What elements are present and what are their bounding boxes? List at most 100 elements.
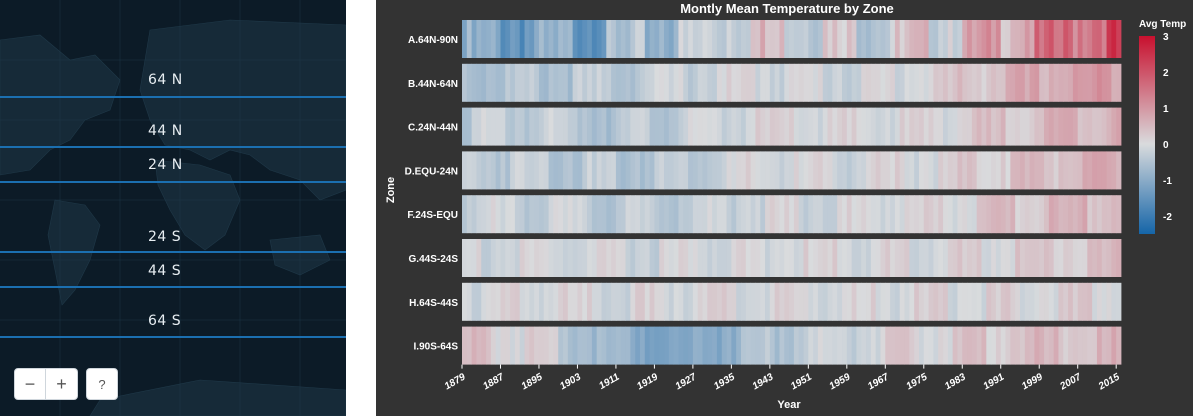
heatmap-row-5 bbox=[462, 239, 1122, 277]
heatmap-cell bbox=[813, 282, 819, 321]
heatmap-cell bbox=[668, 63, 675, 102]
heatmap-cell bbox=[952, 151, 958, 190]
heatmap-cell bbox=[923, 20, 929, 58]
heatmap-cell bbox=[798, 195, 804, 234]
heatmap-cell bbox=[1029, 107, 1035, 146]
heatmap-cell bbox=[760, 195, 766, 234]
heatmap-cell bbox=[1039, 239, 1045, 277]
year-tick-label: 1879 bbox=[443, 371, 468, 392]
heatmap-cell bbox=[731, 151, 737, 190]
heatmap-cell bbox=[928, 107, 934, 146]
heatmap-cell bbox=[784, 107, 790, 146]
heatmap-cell bbox=[822, 151, 828, 190]
map-panel[interactable]: 64 N 44 N 24 N 24 S 44 S 64 S − + ? bbox=[0, 0, 346, 416]
heatmap-cell bbox=[481, 20, 487, 58]
heatmap-cell bbox=[933, 282, 939, 321]
zoom-out-button[interactable]: − bbox=[14, 368, 46, 400]
heatmap-cell bbox=[1053, 151, 1059, 190]
heatmap-cell bbox=[923, 282, 929, 321]
heatmap-cell bbox=[914, 326, 920, 365]
heatmap-cell bbox=[683, 20, 689, 58]
heatmap-cell bbox=[1077, 239, 1083, 277]
heatmap-cell bbox=[625, 151, 631, 190]
heatmap-cell bbox=[904, 326, 910, 365]
heatmap-cell bbox=[716, 63, 723, 102]
heatmap-cell bbox=[899, 20, 905, 58]
heatmap-cell bbox=[476, 20, 482, 58]
heatmap-cell bbox=[462, 20, 468, 58]
help-button[interactable]: ? bbox=[86, 368, 118, 400]
heatmap-cell bbox=[692, 282, 699, 321]
heatmap-cell bbox=[789, 195, 795, 234]
heatmap-cell bbox=[673, 326, 679, 365]
heatmap-cell bbox=[668, 282, 675, 321]
heatmap-cell bbox=[1010, 20, 1016, 58]
heatmap-cell bbox=[1048, 20, 1055, 58]
heatmap-cell bbox=[967, 326, 973, 365]
year-tick-label: 1959 bbox=[828, 371, 853, 392]
heatmap-cell bbox=[1101, 20, 1107, 58]
heatmap-cell bbox=[1029, 239, 1035, 277]
heatmap-cell bbox=[774, 151, 780, 190]
heatmap-cell bbox=[582, 326, 588, 365]
heatmap-cell bbox=[712, 20, 718, 58]
heatmap-cell bbox=[967, 151, 973, 190]
heatmap-cell bbox=[567, 107, 574, 146]
world-map[interactable] bbox=[0, 0, 346, 416]
heatmap-cell bbox=[1092, 282, 1098, 321]
heatmap-cell bbox=[808, 20, 814, 58]
heatmap-cell bbox=[813, 326, 819, 365]
heatmap-cell bbox=[779, 20, 785, 58]
heatmap-cell bbox=[808, 107, 814, 146]
heatmap-cell bbox=[712, 326, 718, 365]
heatmap-cell bbox=[1087, 151, 1093, 190]
heatmap-cell bbox=[952, 20, 958, 58]
heatmap-cell bbox=[837, 151, 843, 190]
heatmap-cell bbox=[702, 195, 708, 234]
legend-ticks: 3 2 1 0 -1 -2 bbox=[1163, 32, 1172, 223]
heatmap-cell bbox=[923, 151, 929, 190]
heatmap-cell bbox=[827, 195, 833, 234]
heatmap-cell bbox=[1024, 151, 1031, 190]
heatmap-cell bbox=[716, 107, 723, 146]
heatmap-cell bbox=[803, 151, 809, 190]
heatmap-cell bbox=[1039, 63, 1045, 102]
heatmap-cell bbox=[495, 20, 501, 58]
heatmap-cell bbox=[563, 63, 569, 102]
heatmap-cell bbox=[952, 282, 958, 321]
heatmap-cell bbox=[1005, 282, 1011, 321]
heatmap-cell bbox=[1019, 63, 1026, 102]
heatmap-cell bbox=[995, 326, 1002, 365]
legend-tick-label: 0 bbox=[1163, 140, 1169, 151]
heatmap-cell bbox=[1082, 20, 1088, 58]
heatmap-cell bbox=[1063, 151, 1069, 190]
heatmap-cell bbox=[832, 282, 838, 321]
heatmap-cell bbox=[1082, 239, 1088, 277]
heatmap-cell bbox=[1053, 107, 1059, 146]
heatmap-cell bbox=[678, 107, 684, 146]
heatmap-cell bbox=[856, 20, 862, 58]
heatmap-cell bbox=[548, 326, 554, 365]
heatmap-cell bbox=[524, 151, 530, 190]
zoom-in-button[interactable]: + bbox=[46, 368, 78, 400]
heatmap-cell bbox=[659, 20, 665, 58]
heatmap-cell bbox=[750, 326, 756, 365]
heatmap-cell bbox=[1111, 282, 1117, 321]
heatmap-cell bbox=[673, 239, 679, 277]
heatmap-cell bbox=[538, 20, 545, 58]
heatmap-cell bbox=[851, 195, 857, 234]
heatmap-cell bbox=[976, 239, 982, 277]
heatmap-cell bbox=[563, 20, 569, 58]
heatmap-cell bbox=[519, 282, 525, 321]
heatmap-cell bbox=[486, 239, 492, 277]
legend-tick-label: -1 bbox=[1163, 176, 1172, 187]
heatmap-cell bbox=[870, 20, 877, 58]
heatmap-cell bbox=[817, 151, 824, 190]
heatmap-cell bbox=[1111, 151, 1117, 190]
heatmap-cell bbox=[606, 107, 612, 146]
heatmap-cell bbox=[813, 107, 819, 146]
heatmap-cell bbox=[981, 107, 987, 146]
heatmap-cell bbox=[784, 282, 790, 321]
heatmap-cell bbox=[702, 20, 708, 58]
heatmap-cell bbox=[601, 282, 607, 321]
